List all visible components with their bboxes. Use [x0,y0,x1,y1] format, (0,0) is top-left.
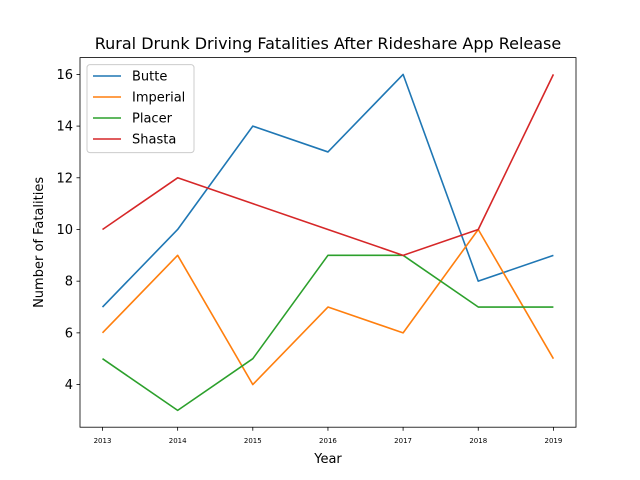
legend-label-shasta: Shasta [132,133,176,148]
legend-box [86,64,195,154]
x-tick-label: 2014 [169,437,187,445]
y-axis: 4 6 8 10 12 14 16 [56,68,80,393]
chart-title: Rural Drunk Driving Fatalities After Rid… [95,34,561,53]
y-tick-label: 4 [65,378,73,393]
legend-label-placer: Placer [132,112,173,127]
y-tick-label: 16 [56,68,73,83]
x-tick-label: 2019 [544,437,562,445]
series-lines [101,73,555,412]
x-axis-title: Year [313,452,342,467]
x-axis: 2013 2014 2015 2016 2017 2018 2019 [94,427,562,445]
series-line-butte [101,73,554,308]
y-tick-label: 8 [65,275,73,290]
x-tick-label: 2013 [94,437,112,445]
series-line-shasta [102,74,555,257]
legend: Butte Imperial Placer Shasta [86,64,195,154]
legend-label-butte: Butte [132,70,167,85]
x-tick-label: 2017 [394,437,412,445]
x-tick-label: 2018 [469,437,487,445]
legend-label-imperial: Imperial [132,91,185,106]
series-line-placer [102,254,554,412]
x-tick-label: 2016 [319,437,337,445]
y-tick-label: 10 [56,223,73,238]
y-tick-label: 6 [65,326,73,341]
y-tick-label: 14 [56,120,73,135]
y-tick-label: 12 [56,171,73,186]
y-axis-title: Number of Fatalities [32,177,47,308]
x-tick-label: 2015 [244,437,262,445]
